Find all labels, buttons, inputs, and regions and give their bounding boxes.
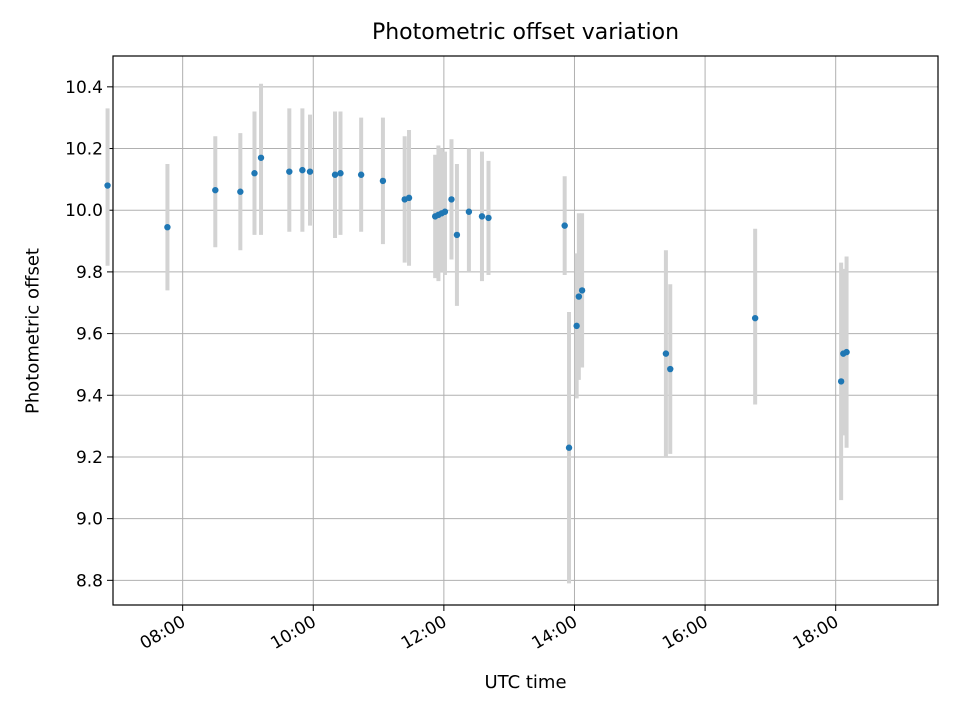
data-point bbox=[306, 168, 314, 175]
x-tick-label: 18:00 bbox=[790, 612, 842, 654]
y-tick-label: 10.0 bbox=[65, 201, 103, 221]
y-tick-label: 9.6 bbox=[76, 325, 103, 345]
data-point bbox=[465, 208, 473, 215]
data-point bbox=[667, 365, 674, 373]
data-point bbox=[565, 444, 573, 451]
data-point bbox=[212, 186, 219, 194]
chart-title: Photometric offset variation bbox=[371, 20, 680, 45]
data-point bbox=[104, 182, 111, 189]
x-tick-label: 16:00 bbox=[659, 612, 711, 654]
data-point bbox=[337, 170, 344, 177]
x-tick-label: 10:00 bbox=[267, 612, 319, 654]
data-point bbox=[299, 166, 306, 174]
data-point bbox=[257, 154, 265, 161]
data-point bbox=[251, 170, 258, 177]
y-tick-label: 9.2 bbox=[76, 448, 103, 468]
x-tick-label: 12:00 bbox=[398, 612, 450, 654]
x-tick-label: 08:00 bbox=[137, 612, 189, 654]
data-point bbox=[405, 194, 413, 202]
y-tick-label: 10.2 bbox=[65, 140, 103, 160]
y-tick-label: 8.8 bbox=[76, 571, 103, 591]
y-tick-label: 10.4 bbox=[65, 78, 103, 98]
data-point bbox=[441, 208, 449, 215]
y-tick-label: 9.0 bbox=[76, 510, 103, 530]
data-point bbox=[478, 213, 486, 220]
data-point bbox=[379, 177, 387, 185]
x-axis-label: UTC time bbox=[484, 672, 567, 693]
y-axis-label: Photometric offset bbox=[22, 248, 44, 414]
data-point bbox=[575, 293, 583, 300]
data-point bbox=[286, 168, 293, 175]
data-point bbox=[485, 214, 492, 222]
data-point bbox=[662, 350, 670, 357]
data-point bbox=[357, 171, 365, 178]
data-point bbox=[448, 196, 455, 203]
y-tick-label: 9.8 bbox=[76, 263, 103, 283]
data-point bbox=[237, 188, 244, 195]
data-point bbox=[331, 171, 339, 178]
data-point bbox=[751, 314, 759, 322]
data-point bbox=[578, 287, 586, 294]
data-point bbox=[561, 222, 568, 229]
x-tick-label: 14:00 bbox=[529, 612, 581, 654]
axes-frame bbox=[112, 55, 939, 606]
y-tick-label: 9.4 bbox=[76, 386, 103, 406]
data-point bbox=[573, 322, 580, 330]
data-point bbox=[164, 223, 171, 231]
data-point bbox=[837, 378, 845, 385]
data-point bbox=[453, 231, 461, 239]
data-point bbox=[843, 348, 850, 356]
